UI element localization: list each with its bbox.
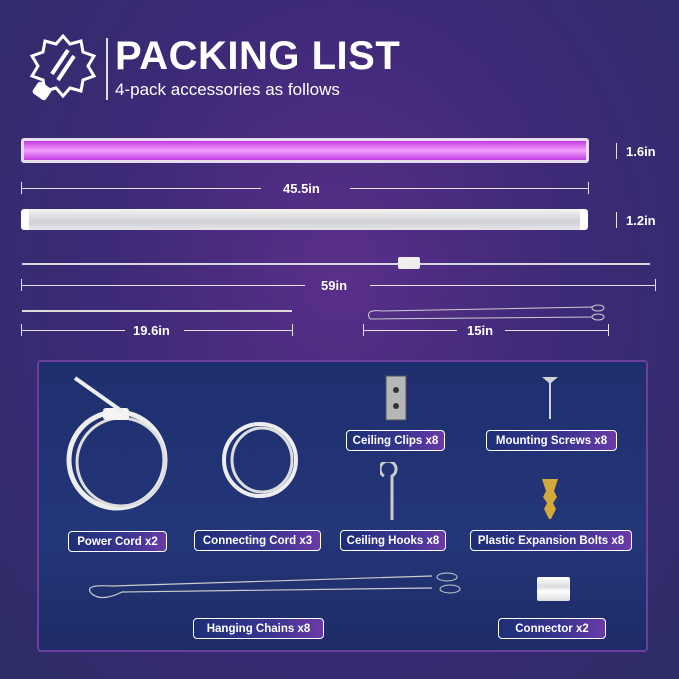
dim-line: [21, 188, 261, 189]
dim-line: [363, 330, 457, 331]
connecting-cord-icon: [222, 422, 298, 498]
dim-label-19-6in: 19.6in: [133, 323, 170, 338]
dim-label-15in: 15in: [467, 323, 494, 338]
page-subtitle: 4-pack accessories as follows: [115, 80, 340, 99]
dim-line: [350, 188, 588, 189]
item-label-mounting-screws: Mounting Screws x8: [486, 430, 617, 451]
dim-marker: [616, 143, 617, 159]
item-label-ceiling-hooks: Ceiling Hooks x8: [340, 530, 446, 551]
expansion-bolt-icon: [542, 479, 558, 519]
dim-tick: [363, 324, 364, 336]
connector-icon: [537, 577, 570, 601]
dim-line: [505, 330, 608, 331]
header-divider: [106, 38, 108, 100]
item-label-connecting-cord: Connecting Cord x3: [194, 530, 321, 551]
dim-line: [370, 285, 655, 286]
item-label-power-cord: Power Cord x2: [68, 531, 167, 552]
power-cord-graphic: [22, 263, 650, 265]
dim-line: [21, 285, 305, 286]
dim-line: [184, 330, 292, 331]
page-title: PACKING LIST: [115, 34, 401, 78]
purple-led-tube: [21, 138, 589, 163]
connecting-cord-graphic: [22, 310, 292, 312]
item-label-ceiling-clips: Ceiling Clips x8: [346, 430, 445, 451]
dim-tick: [21, 279, 22, 291]
dim-tick: [655, 279, 656, 291]
grow-bulb-logo-icon: [29, 34, 97, 101]
item-label-expansion-bolts: Plastic Expansion Bolts x8: [470, 530, 632, 551]
ceiling-clip-icon: [385, 375, 407, 421]
dim-line: [21, 330, 125, 331]
dim-marker: [616, 212, 617, 228]
dim-label-59in: 59in: [321, 278, 348, 293]
dim-tick: [21, 182, 22, 194]
dim-label-45-5in: 45.5in: [283, 181, 320, 196]
switch-icon: [398, 257, 420, 269]
hanging-chain-graphic: [368, 304, 605, 321]
screw-icon: [542, 377, 558, 419]
item-label-connector: Connector x2: [498, 618, 606, 639]
dim-tick: [21, 324, 22, 336]
dim-label-1-6in: 1.6in: [626, 144, 656, 159]
dim-tick: [608, 324, 609, 336]
hanging-chain-icon: [88, 572, 461, 599]
dim-tick: [292, 324, 293, 336]
dim-label-1-2in: 1.2in: [626, 213, 656, 228]
white-led-tube: [21, 209, 588, 230]
dim-tick: [588, 182, 589, 194]
hook-icon: [380, 462, 398, 520]
item-label-hanging-chains: Hanging Chains x8: [193, 618, 324, 639]
power-cord-icon: [66, 376, 168, 511]
